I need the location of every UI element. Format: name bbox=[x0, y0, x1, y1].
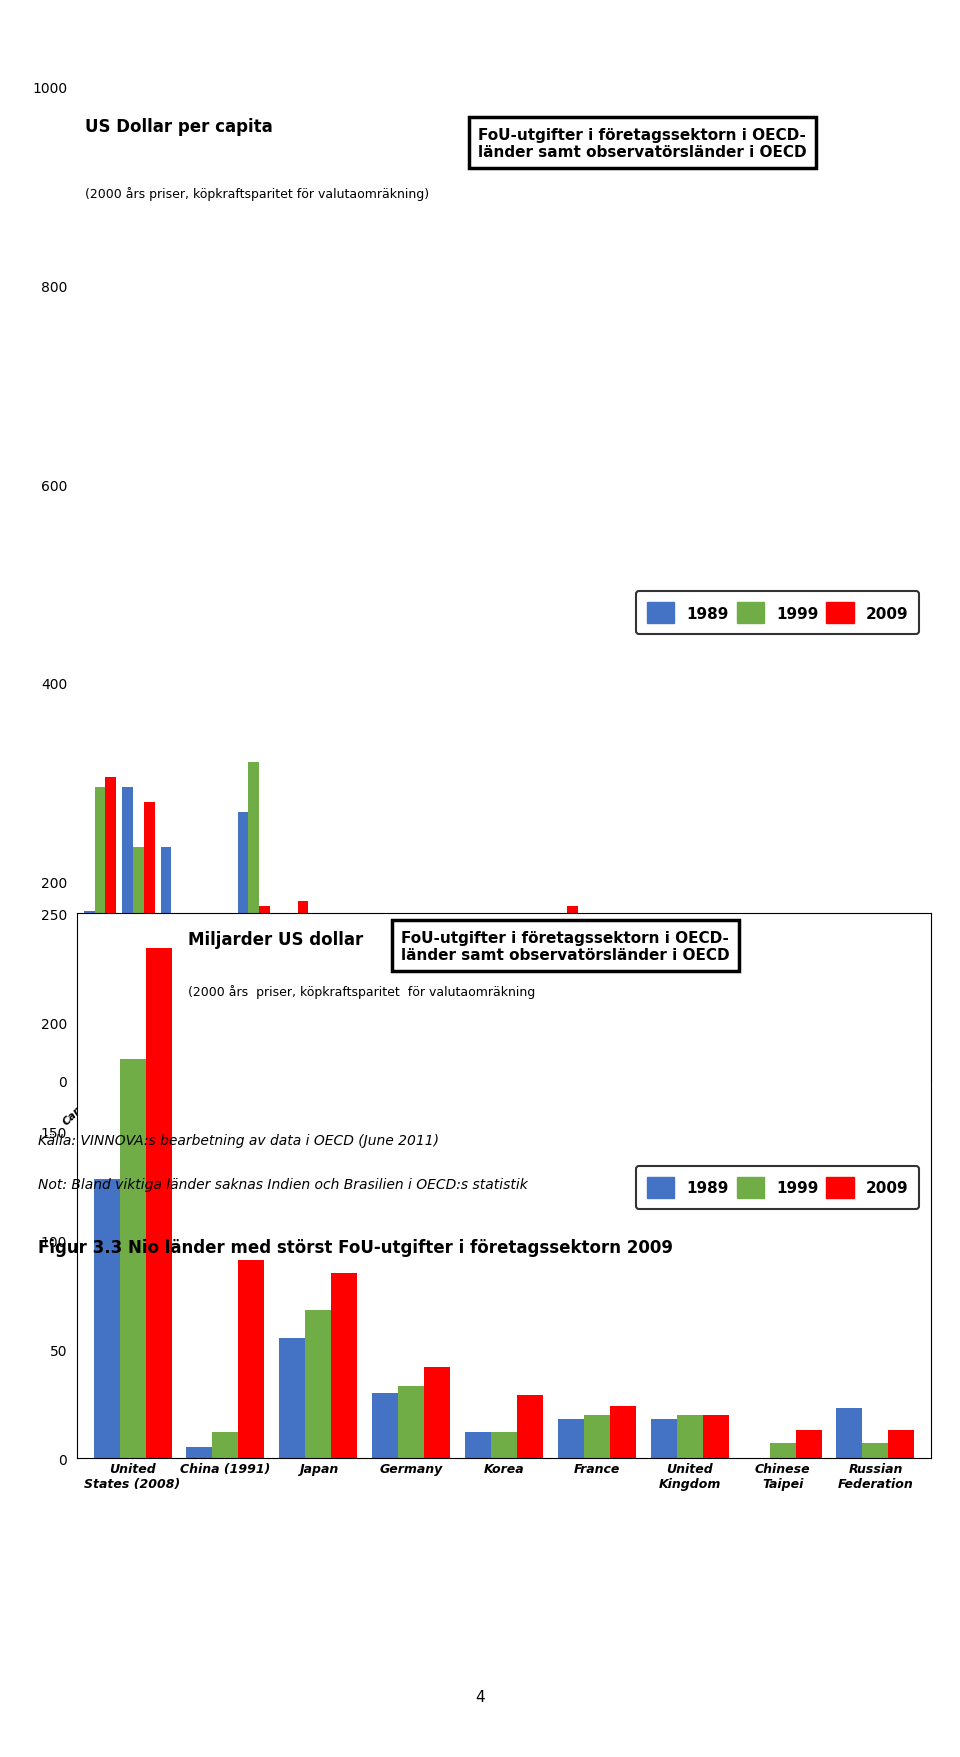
Bar bbox=[770, 1442, 796, 1458]
Bar bbox=[836, 1061, 848, 1081]
Bar bbox=[610, 1406, 636, 1458]
Bar bbox=[160, 847, 172, 1081]
Bar bbox=[595, 1075, 606, 1081]
Bar bbox=[721, 1040, 732, 1081]
Bar bbox=[122, 787, 133, 1081]
Bar bbox=[584, 1414, 610, 1458]
Bar bbox=[249, 763, 259, 1081]
Bar bbox=[84, 912, 94, 1081]
Text: Figur 3.3 Nio länder med störst FoU-utgifter i företagssektorn 2009: Figur 3.3 Nio länder med störst FoU-utgi… bbox=[38, 1239, 673, 1256]
Bar bbox=[238, 812, 249, 1081]
Bar bbox=[491, 1432, 517, 1458]
Text: US Dollar per capita: US Dollar per capita bbox=[85, 118, 273, 135]
Bar bbox=[238, 1260, 264, 1458]
Bar bbox=[212, 1432, 238, 1458]
Text: FoU-utgifter i företagssektorn i OECD-
länder samt observatörsländer i OECD: FoU-utgifter i företagssektorn i OECD- l… bbox=[478, 128, 807, 160]
Bar bbox=[759, 1051, 770, 1081]
Bar bbox=[133, 847, 144, 1081]
Text: 4: 4 bbox=[475, 1688, 485, 1704]
Bar bbox=[491, 991, 501, 1081]
Text: (2000 års  priser, köpkraftsparitet  för valutaomräkning: (2000 års priser, köpkraftsparitet för v… bbox=[188, 984, 535, 998]
Bar bbox=[567, 907, 578, 1081]
Bar bbox=[888, 1430, 915, 1458]
Bar bbox=[683, 1040, 693, 1081]
Bar bbox=[402, 1026, 413, 1081]
Text: Källa: VINNOVA:s bearbetning av data i OECD (June 2011): Källa: VINNOVA:s bearbetning av data i O… bbox=[38, 1133, 440, 1147]
Bar bbox=[796, 1430, 822, 1458]
Bar bbox=[305, 1311, 331, 1458]
Text: (2000 års priser, köpkraftsparitet för valutaomräkning): (2000 års priser, köpkraftsparitet för v… bbox=[85, 188, 429, 200]
Bar bbox=[644, 1037, 655, 1081]
Bar bbox=[298, 901, 308, 1081]
Bar bbox=[413, 961, 424, 1081]
Bar bbox=[186, 1448, 212, 1458]
Bar bbox=[862, 1442, 889, 1458]
Bar bbox=[279, 1339, 305, 1458]
Bar bbox=[392, 1061, 402, 1081]
Bar bbox=[106, 778, 116, 1081]
Bar bbox=[875, 1066, 886, 1081]
Bar bbox=[331, 1274, 357, 1458]
Bar bbox=[276, 1016, 287, 1081]
Bar bbox=[749, 1061, 759, 1081]
Bar bbox=[672, 1070, 683, 1081]
Legend: 1989, 1999, 2009: 1989, 1999, 2009 bbox=[636, 1167, 920, 1209]
Text: Not: Bland viktiga länder saknas Indien och Brasilien i OECD:s statistik: Not: Bland viktiga länder saknas Indien … bbox=[38, 1177, 528, 1191]
Bar bbox=[424, 1367, 450, 1458]
Bar bbox=[864, 1066, 875, 1081]
Bar bbox=[259, 907, 270, 1081]
Bar bbox=[902, 1070, 914, 1081]
Bar bbox=[94, 787, 106, 1081]
Bar bbox=[710, 1051, 721, 1081]
Bar bbox=[836, 1407, 862, 1458]
Bar bbox=[144, 803, 155, 1081]
Bar bbox=[430, 1031, 441, 1081]
Bar bbox=[557, 1037, 567, 1081]
Bar bbox=[146, 949, 172, 1458]
Legend: 1989, 1999, 2009: 1989, 1999, 2009 bbox=[636, 592, 920, 634]
Bar bbox=[441, 942, 451, 1081]
Bar bbox=[798, 1061, 809, 1081]
Bar bbox=[677, 1414, 703, 1458]
Bar bbox=[119, 1059, 146, 1458]
Bar bbox=[372, 1393, 398, 1458]
Bar bbox=[606, 1016, 616, 1081]
Bar bbox=[651, 1420, 677, 1458]
Text: Miljarder US dollar: Miljarder US dollar bbox=[188, 929, 363, 949]
Bar bbox=[398, 1386, 424, 1458]
Bar bbox=[517, 1395, 543, 1458]
Bar bbox=[914, 1061, 924, 1081]
Bar bbox=[517, 1066, 529, 1081]
Bar bbox=[93, 1179, 119, 1458]
Bar bbox=[325, 961, 336, 1081]
Bar bbox=[374, 942, 386, 1081]
Bar bbox=[479, 1051, 491, 1081]
Text: FoU-utgifter i företagssektorn i OECD-
länder samt observatörsländer i OECD: FoU-utgifter i företagssektorn i OECD- l… bbox=[401, 929, 731, 963]
Bar bbox=[634, 1061, 644, 1081]
Bar bbox=[353, 1061, 364, 1081]
Bar bbox=[529, 1007, 540, 1081]
Bar bbox=[221, 977, 231, 1081]
Bar bbox=[315, 926, 325, 1081]
Bar bbox=[703, 1414, 729, 1458]
Bar bbox=[336, 926, 347, 1081]
Bar bbox=[465, 1432, 491, 1458]
Bar bbox=[558, 1420, 584, 1458]
Bar bbox=[451, 986, 463, 1081]
